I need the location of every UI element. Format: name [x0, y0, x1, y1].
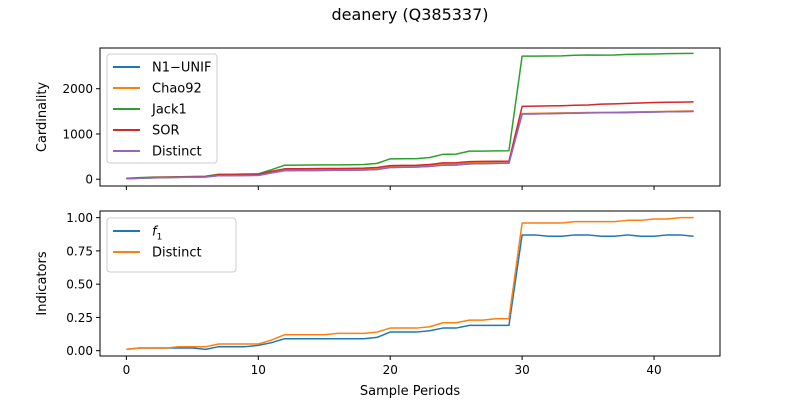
top-legend-label-4: Distinct [152, 145, 202, 160]
bottom-y-axis-label: Indicators [35, 251, 50, 315]
bottom-panel: 0 10 20 30 40 0.00 0.25 0.50 0.75 1.00 Indicators S… [35, 210, 721, 399]
top-legend-label-2: Jack1 [151, 103, 187, 118]
bottom-x-axis-label: Sample Periods [360, 384, 460, 399]
figure-title: deanery (Q385337) [331, 5, 488, 24]
top-legend-label-1: Chao92 [152, 82, 202, 97]
bottom-xtick-label-0: 0 [123, 363, 131, 377]
bottom-ytick-label-0: 0.00 [66, 344, 93, 358]
top-series-line-4 [126, 110, 694, 180]
bottom-ytick-label-4: 1.00 [66, 211, 93, 225]
bottom-xtick-label-2: 20 [383, 363, 398, 377]
bottom-xtick-label-3: 30 [514, 363, 529, 377]
bottom-axes-frame [99, 210, 721, 357]
bottom-legend-label-0: f1 [152, 225, 162, 243]
bottom-legend: f1 Distinct [106, 217, 237, 273]
top-ytick-label-1: 1000 [62, 127, 93, 141]
bottom-legend-label-1: Distinct [152, 246, 202, 261]
bottom-ytick-label-2: 0.50 [66, 278, 93, 292]
top-legend-label-3: SOR [152, 124, 180, 139]
top-y-axis-label: Cardinality [35, 82, 50, 153]
bottom-ytick-label-3: 0.75 [66, 244, 93, 258]
top-legend-label-0: N1−UNIF [152, 61, 211, 76]
bottom-xtick-label-1: 10 [251, 363, 266, 377]
bottom-xtick-label-4: 40 [646, 363, 661, 377]
top-ytick-label-0: 0 [85, 173, 93, 187]
top-series-line-3 [126, 101, 694, 180]
bottom-series-line-1 [126, 216, 694, 351]
bottom-series-line-0 [126, 234, 694, 351]
bottom-ytick-label-1: 0.25 [66, 311, 93, 325]
top-legend: N1−UNIF Chao92 Jack1 SOR Distinct [106, 53, 218, 164]
top-axes-frame [99, 47, 721, 187]
top-ytick-label-2: 2000 [62, 82, 93, 96]
top-legend-box [106, 53, 218, 164]
top-panel: 0 1000 2000 Cardinality N1−UNIF Chao92 Jack1 SO… [35, 47, 721, 190]
